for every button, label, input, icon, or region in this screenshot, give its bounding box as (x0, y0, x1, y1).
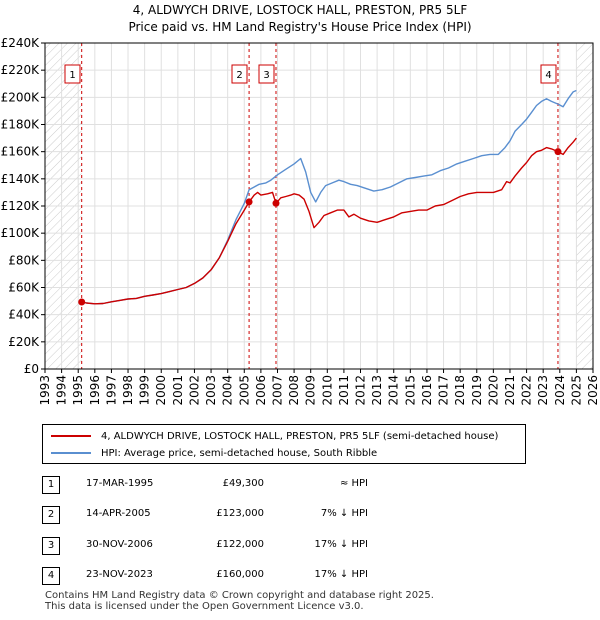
x-tick-label: 2014 (387, 375, 401, 406)
sale-label-box (540, 64, 557, 84)
transaction-date: 30-NOV-2006 (86, 539, 153, 550)
sale-point (554, 148, 562, 156)
x-tick-label: 2012 (354, 375, 368, 406)
x-tick-label: 2025 (569, 375, 583, 406)
x-tick-label: 2001 (171, 375, 185, 406)
sale-label: 2 (236, 70, 242, 81)
x-tick-label: 2015 (403, 375, 417, 406)
legend-swatch-property (51, 435, 91, 437)
transaction-number: 1 (42, 476, 60, 494)
y-tick-label: £200K (1, 90, 41, 104)
x-tick-label: 1996 (88, 375, 102, 406)
x-tick-label: 2024 (553, 375, 567, 406)
y-tick-label: £0 (24, 362, 39, 376)
x-tick-label: 1998 (121, 375, 135, 406)
x-tick-label: 2021 (503, 375, 517, 406)
sale-point (272, 199, 280, 207)
x-tick-label: 1993 (38, 375, 52, 406)
x-tick-label: 2003 (204, 375, 218, 406)
x-tick-label: 1995 (71, 375, 85, 406)
legend-label-hpi: HPI: Average price, semi-detached house,… (101, 447, 378, 459)
sale-point (245, 198, 253, 206)
transaction-price: £123,000 (216, 508, 264, 519)
x-tick-label: 2016 (420, 375, 434, 406)
x-tick-label: 2026 (586, 375, 600, 406)
x-tick-label: 1999 (138, 375, 152, 406)
x-tick-label: 2017 (437, 375, 451, 406)
sale-point (78, 298, 86, 306)
chart-title: 4, ALDWYCH DRIVE, LOSTOCK HALL, PRESTON,… (132, 3, 468, 17)
transaction-date: 14-APR-2005 (86, 508, 151, 519)
legend-swatch-hpi (51, 452, 91, 454)
transaction-hpi: 17% ↓ HPI (314, 569, 368, 580)
transaction-date: 23-NOV-2023 (86, 569, 153, 580)
x-tick-label: 2006 (254, 375, 268, 406)
x-tick-label: 2023 (536, 375, 550, 406)
x-tick-label: 2013 (370, 375, 384, 406)
x-tick-label: 2002 (187, 375, 201, 406)
y-tick-label: £80K (8, 253, 40, 267)
sale-label: 1 (69, 70, 75, 81)
x-tick-label: 2020 (486, 375, 500, 406)
x-tick-label: 2022 (520, 375, 534, 406)
sale-label: 3 (263, 70, 269, 81)
y-tick-label: £60K (8, 281, 40, 295)
sale-label-box (231, 64, 248, 84)
x-tick-label: 2011 (337, 375, 351, 406)
y-tick-label: £220K (1, 63, 41, 77)
transaction-number: 2 (42, 506, 60, 524)
y-tick-label: £140K (1, 172, 41, 186)
sale-label-box (64, 64, 81, 84)
legend-item-property: 4, ALDWYCH DRIVE, LOSTOCK HALL, PRESTON,… (51, 429, 498, 443)
y-tick-label: £120K (1, 199, 41, 213)
transaction-date: 17-MAR-1995 (86, 478, 154, 489)
sale-label-box (258, 64, 275, 84)
x-tick-label: 2010 (320, 375, 334, 406)
transaction-hpi: ≈ HPI (339, 478, 368, 489)
y-tick-label: £180K (1, 118, 41, 132)
transaction-number: 3 (42, 537, 60, 555)
legend-item-hpi: HPI: Average price, semi-detached house,… (51, 446, 377, 460)
hpi-series-line (81, 89, 577, 305)
transaction-hpi: 17% ↓ HPI (314, 539, 368, 550)
y-tick-label: £100K (1, 226, 41, 240)
transaction-price: £49,300 (222, 478, 264, 489)
y-tick-label: £240K (1, 36, 41, 50)
chart-legend: 4, ALDWYCH DRIVE, LOSTOCK HALL, PRESTON,… (42, 424, 526, 464)
x-tick-label: 2005 (237, 375, 251, 406)
x-tick-label: 1994 (55, 375, 69, 406)
price-chart: 1 2 3 4 £0 £20K £40K £60K £80K £100K £120K £140K £1… (1, 36, 600, 406)
transaction-price: £122,000 (216, 539, 264, 550)
x-tick-label: 2019 (470, 375, 484, 406)
sale-label: 4 (545, 70, 551, 81)
x-tick-label: 2008 (287, 375, 301, 406)
legend-label-property: 4, ALDWYCH DRIVE, LOSTOCK HALL, PRESTON,… (101, 430, 499, 442)
y-tick-label: £40K (8, 308, 40, 322)
footer-copyright: Contains HM Land Registry data © Crown c… (45, 590, 434, 601)
transaction-price: £160,000 (216, 569, 264, 580)
y-tick-label: £160K (1, 145, 41, 159)
property-series-line (81, 137, 577, 305)
chart-subtitle: Price paid vs. HM Land Registry's House … (128, 20, 472, 34)
y-tick-label: £20K (8, 335, 40, 349)
x-tick-label: 2007 (270, 375, 284, 406)
transaction-number: 4 (42, 567, 60, 585)
x-tick-label: 2009 (304, 375, 318, 406)
footer-licence: This data is licensed under the Open Gov… (45, 601, 364, 612)
x-tick-label: 2018 (453, 375, 467, 406)
transaction-hpi: 7% ↓ HPI (320, 508, 368, 519)
x-tick-label: 2000 (154, 375, 168, 406)
x-tick-label: 1997 (104, 375, 118, 406)
x-tick-label: 2004 (221, 375, 235, 406)
